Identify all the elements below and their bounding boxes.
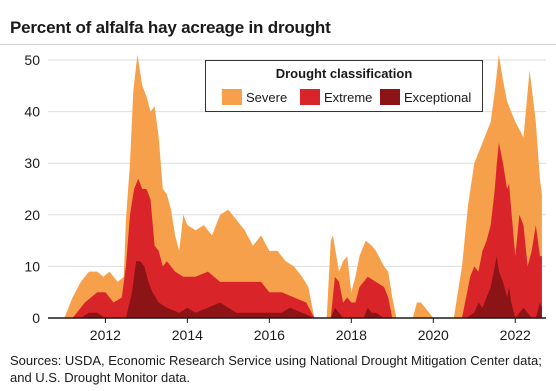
axes: 0 10 20 30 40 50 2012 2014 2016 2018 2020 2022 xyxy=(24,52,546,343)
y-tick-label-20: 20 xyxy=(24,207,40,223)
area-exceptional xyxy=(80,256,542,318)
y-tick-label-40: 40 xyxy=(24,104,40,120)
legend-item-extreme: Extreme xyxy=(300,89,372,105)
y-tick-label-10: 10 xyxy=(24,258,40,274)
legend-swatch-exceptional xyxy=(380,89,400,105)
legend-label-exceptional: Exceptional xyxy=(404,89,472,105)
legend-item-severe: Severe xyxy=(222,89,287,105)
x-tick-label-2020: 2020 xyxy=(418,327,449,343)
area-severe xyxy=(64,54,542,319)
x-tick-label-2022: 2022 xyxy=(500,327,531,343)
title-divider xyxy=(0,44,556,45)
legend-swatch-extreme xyxy=(300,89,320,105)
x-tick-label-2018: 2018 xyxy=(336,327,367,343)
y-tick-label-30: 30 xyxy=(24,155,40,171)
x-tick-label-2014: 2014 xyxy=(172,327,203,343)
area-chart: 0 10 20 30 40 50 2012 2014 2016 2018 2020 2022 xyxy=(24,52,546,343)
source-note: Sources: USDA, Economic Research Service… xyxy=(10,353,542,385)
legend: Drought classification Severe Extreme Ex… xyxy=(205,60,483,112)
x-tick-label-2012: 2012 xyxy=(90,327,121,343)
x-tick-label-2016: 2016 xyxy=(254,327,285,343)
legend-title: Drought classification xyxy=(275,66,413,81)
y-tick-label-0: 0 xyxy=(32,310,40,326)
legend-label-extreme: Extreme xyxy=(324,89,373,105)
legend-item-exceptional: Exceptional xyxy=(380,89,471,105)
y-tick-label-50: 50 xyxy=(24,52,40,68)
chart-title: Percent of alfalfa hay acreage in drough… xyxy=(10,18,331,37)
drought-areas xyxy=(64,54,542,319)
legend-swatch-severe xyxy=(222,89,242,105)
legend-label-severe: Severe xyxy=(246,89,288,105)
